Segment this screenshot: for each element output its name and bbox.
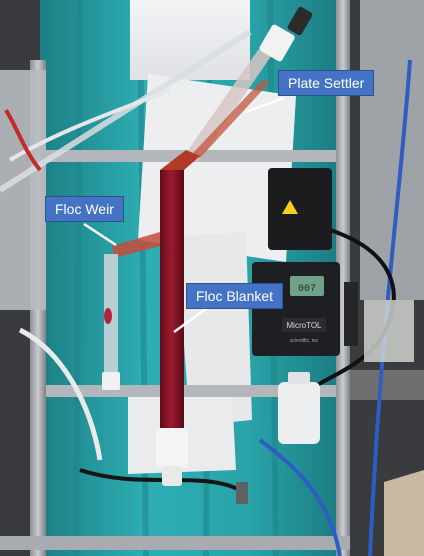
plate-settler-tube (184, 50, 274, 162)
column-base-fitting (156, 428, 188, 468)
connector-plug (236, 482, 248, 504)
pump-warning-label (282, 200, 298, 214)
floc-weir-callout: Floc Weir (45, 196, 124, 222)
plate-settler-sludge (192, 80, 270, 158)
frame-left-block (0, 70, 46, 310)
floc-blanket-pointer (173, 304, 211, 334)
floc-weir-pointer (83, 222, 117, 247)
paper-sheet-lower (176, 232, 252, 426)
pump-mount-plate (344, 282, 358, 346)
reagent-bottle-cap (288, 372, 310, 384)
tubing-diagonal (0, 29, 252, 193)
pump-display-value: 007 (298, 284, 316, 295)
floc-weir-arm (112, 232, 160, 258)
tubing-white-left (18, 327, 103, 461)
plate-settler-callout: Plate Settler (278, 70, 375, 96)
curtain-folds (73, 0, 279, 556)
floc-blanket-callout: Floc Blanket (186, 283, 284, 309)
beaker (364, 300, 414, 362)
column-bend (160, 150, 200, 170)
pump-maker-text: scientific, inc (290, 338, 319, 344)
pump-brand-text: MicroTOL (287, 321, 323, 330)
pump-brand-label (282, 318, 326, 332)
frame-bar-bottom (0, 536, 350, 550)
floc-weir-sample (104, 308, 112, 324)
column-base-nut (162, 466, 182, 486)
table-right (384, 470, 424, 556)
pump-display (290, 276, 324, 296)
pump-head (268, 168, 332, 250)
reagent-bottle (278, 382, 320, 444)
floc-weir-cap (102, 372, 120, 390)
cable-blue-lower (258, 438, 342, 556)
floc-blanket-column (160, 170, 184, 432)
frame-right-post (336, 0, 350, 556)
plate-settler-fitting (287, 6, 313, 36)
cable-red (4, 108, 42, 172)
plate-settler-pointer (245, 96, 285, 114)
plate-settler-cap (259, 24, 295, 62)
